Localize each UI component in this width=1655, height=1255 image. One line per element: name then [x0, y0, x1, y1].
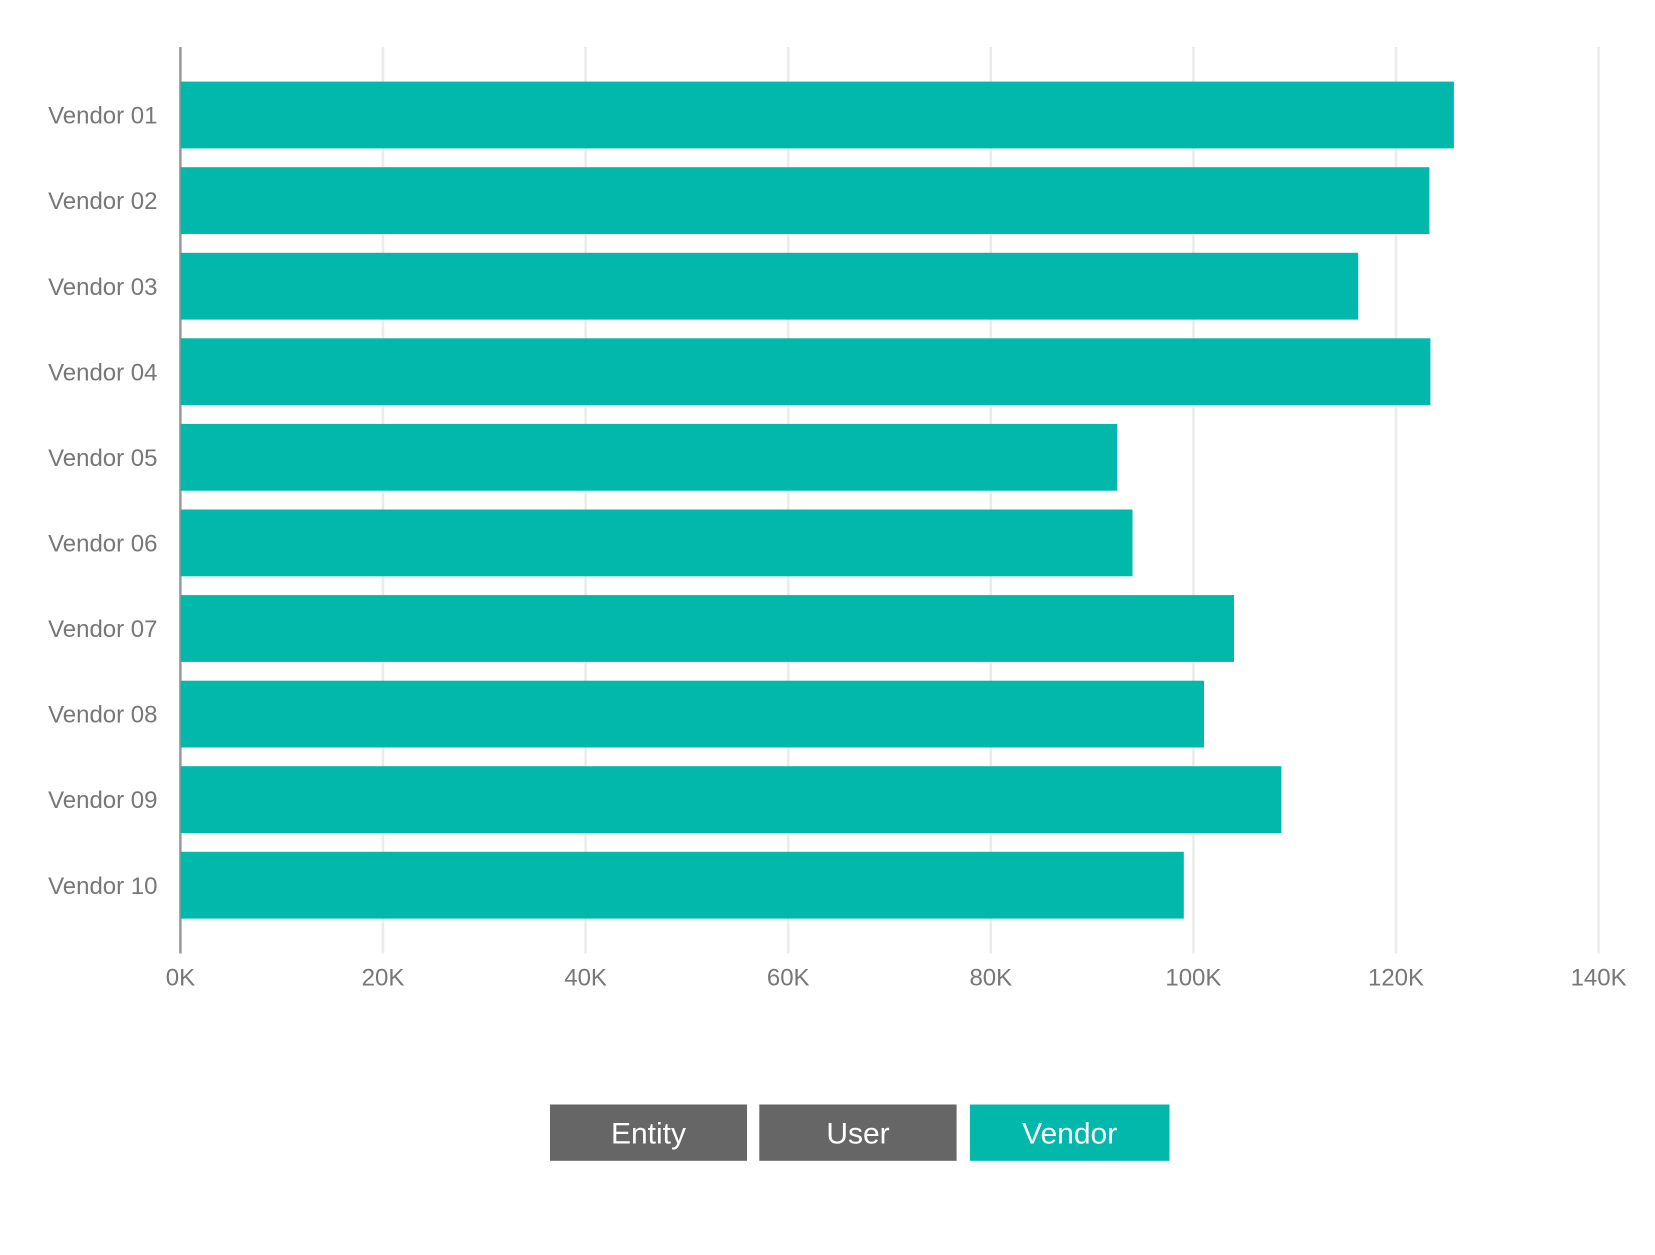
svg-text:Vendor 06: Vendor 06: [48, 531, 157, 558]
svg-text:20K: 20K: [362, 965, 405, 992]
svg-text:Vendor 02: Vendor 02: [48, 188, 157, 215]
svg-text:40K: 40K: [564, 965, 607, 992]
svg-text:User: User: [826, 1118, 889, 1151]
svg-text:Entity: Entity: [611, 1118, 686, 1151]
svg-text:Vendor 04: Vendor 04: [48, 359, 157, 386]
svg-text:Vendor 03: Vendor 03: [48, 274, 157, 301]
svg-text:120K: 120K: [1368, 965, 1424, 992]
svg-text:140K: 140K: [1571, 965, 1627, 992]
svg-text:Vendor: Vendor: [1022, 1118, 1117, 1151]
svg-text:Vendor 05: Vendor 05: [48, 445, 157, 472]
svg-text:100K: 100K: [1165, 965, 1221, 992]
svg-text:0K: 0K: [166, 965, 195, 992]
svg-text:Vendor 10: Vendor 10: [48, 873, 157, 900]
svg-text:Vendor 08: Vendor 08: [48, 702, 157, 729]
svg-text:60K: 60K: [767, 965, 810, 992]
svg-text:Vendor 01: Vendor 01: [48, 103, 157, 130]
svg-text:80K: 80K: [969, 965, 1012, 992]
svg-text:Vendor 09: Vendor 09: [48, 787, 157, 814]
svg-text:Vendor 07: Vendor 07: [48, 616, 157, 643]
